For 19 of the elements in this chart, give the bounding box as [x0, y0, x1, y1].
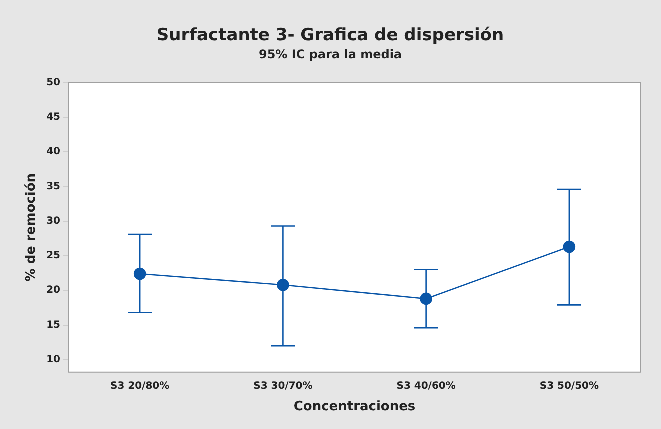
chart-subtitle: 95% IC para la media	[258, 48, 402, 62]
y-axis-title: % de remoción	[24, 173, 40, 282]
point	[134, 268, 146, 280]
y-tick-label: 10	[46, 354, 61, 366]
chart-title: Surfactante 3- Grafica de dispersión	[156, 26, 504, 46]
x-tick-label: S3 50/50%	[540, 380, 600, 392]
y-tick-label: 20	[46, 285, 61, 296]
x-tick-label: S3 30/70%	[254, 380, 313, 392]
x-tick-label: S3 20/80%	[110, 380, 170, 392]
y-tick-label: 45	[46, 112, 61, 124]
y-tick-label: 25	[46, 250, 61, 262]
x-axis-title: Concentraciones	[294, 400, 416, 415]
y-tick-label: 15	[46, 320, 61, 331]
y-tick-label: 30	[46, 216, 61, 227]
x-tick-label: S3 40/60%	[396, 380, 456, 392]
y-tick-label: 40	[46, 146, 61, 158]
y-tick-label: 35	[46, 181, 61, 192]
y-tick-label: 50	[46, 77, 61, 88]
point	[563, 240, 576, 254]
